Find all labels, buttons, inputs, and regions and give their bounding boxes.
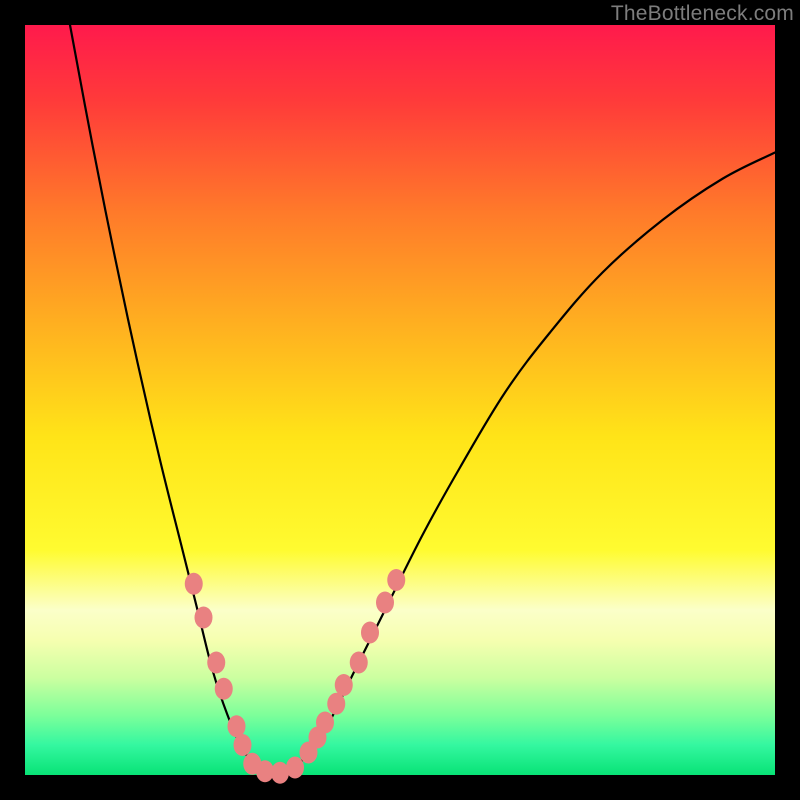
curve-marker: [361, 622, 379, 644]
curve-marker: [286, 757, 304, 779]
curve-marker: [316, 712, 334, 734]
curve-marker: [185, 573, 203, 595]
curve-marker: [234, 734, 252, 756]
curve-marker: [195, 607, 213, 629]
curve-marker: [215, 678, 233, 700]
bottleneck-curve-chart: [0, 0, 800, 800]
curve-marker: [327, 693, 345, 715]
curve-marker: [376, 592, 394, 614]
chart-frame: TheBottleneck.com: [0, 0, 800, 800]
curve-marker: [387, 569, 405, 591]
curve-marker: [228, 715, 246, 737]
curve-marker: [207, 652, 225, 674]
watermark-text: TheBottleneck.com: [611, 2, 794, 26]
curve-marker: [335, 674, 353, 696]
gradient-background: [25, 25, 775, 775]
curve-marker: [350, 652, 368, 674]
